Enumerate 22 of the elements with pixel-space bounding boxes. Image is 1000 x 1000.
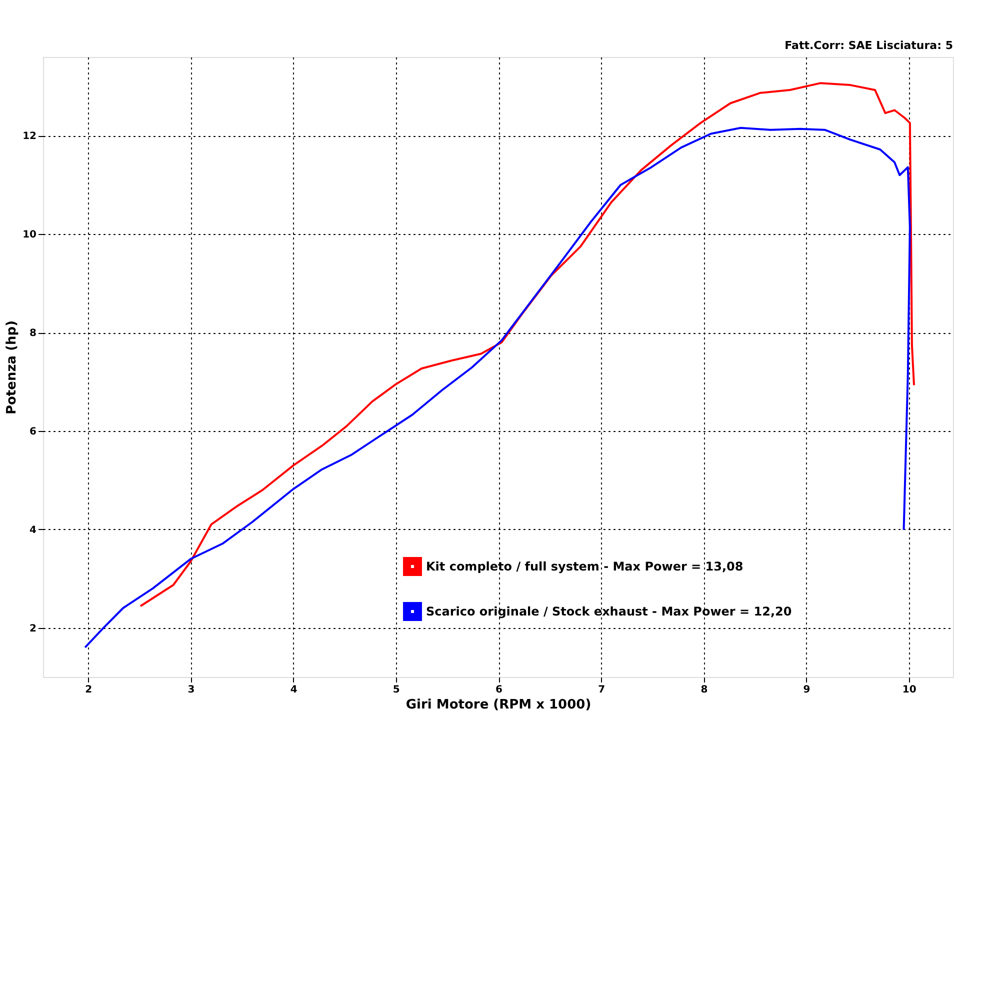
y-tick-label: 6 [30, 426, 37, 438]
x-tick-label: 9 [803, 684, 810, 696]
legend-label: Kit completo / full system - Max Power = 13,08 [426, 560, 744, 574]
legend-label: Scarico originale / Stock exhaust - Max Power = 12,20 [426, 604, 792, 618]
y-tick-label: 4 [30, 524, 37, 536]
y-tick-label: 2 [30, 623, 37, 634]
y-tick-label: 10 [22, 230, 37, 241]
line-series [84, 126, 911, 648]
x-tick-label: 2 [85, 684, 92, 696]
x-tick-label: 7 [598, 684, 606, 696]
x-axis-title: Giri Motore (RPM x 1000) [406, 698, 592, 712]
y-axis-title: Potenza (hp) [4, 320, 20, 415]
x-tick-label: 4 [290, 684, 298, 696]
y-tick-label: 12 [22, 131, 37, 142]
x-tick-label: 3 [188, 684, 195, 696]
x-tick-label: 5 [392, 684, 400, 696]
y-tick-label: 8 [30, 328, 37, 340]
text: Fatt.Corr: SAE Lisciatura: 5 [784, 39, 953, 52]
x-tick-label: 10 [902, 684, 916, 696]
x-tick-label: 6 [496, 684, 503, 696]
x-tick-label: 8 [700, 684, 708, 696]
line-series [139, 82, 916, 608]
